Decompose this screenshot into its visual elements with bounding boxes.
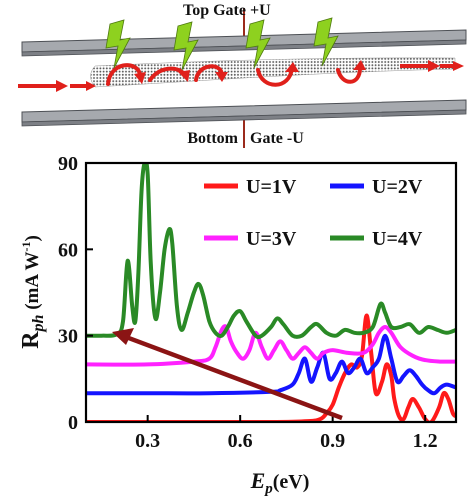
x-tick-label: 0.6 bbox=[228, 430, 253, 452]
electron-path-arrow-icon bbox=[178, 70, 190, 82]
plot-frame bbox=[84, 161, 458, 424]
lightning-bolt-icon bbox=[245, 19, 271, 69]
series-line-u-3v bbox=[86, 324, 456, 367]
electron-in-arrow-icon bbox=[18, 80, 96, 92]
lightning-bolt-icon bbox=[313, 17, 339, 67]
x-axis-label: Ep(eV) bbox=[250, 468, 310, 497]
x-tick-label: 0.9 bbox=[320, 430, 345, 452]
electron-path-arrow-icon bbox=[106, 63, 142, 86]
bottom-gate-label-left: Bottom bbox=[187, 130, 238, 147]
device-schematic: Top Gate +U Bottom Gate -U bbox=[18, 2, 467, 148]
y-tick-label: 0 bbox=[68, 412, 78, 434]
series-line-u-2v bbox=[86, 333, 456, 396]
top-gate-label: Top Gate +U bbox=[183, 2, 271, 19]
legend-label: U=2V bbox=[372, 176, 423, 198]
legend: U=1V U=2V U=3V U=4V bbox=[204, 176, 423, 250]
series-layer bbox=[86, 163, 456, 422]
electron-path-arrow-icon bbox=[285, 62, 299, 72]
y-tick-label: 60 bbox=[58, 239, 78, 261]
bottom-gate-label-right: Gate -U bbox=[250, 130, 304, 147]
y-tick-label: 30 bbox=[58, 326, 78, 348]
electron-path-arrow-icon bbox=[353, 60, 366, 70]
electron-path-arrow-icon bbox=[256, 66, 294, 87]
legend-label: U=4V bbox=[372, 228, 423, 250]
x-tick-label: 1.2 bbox=[413, 430, 438, 452]
lightning-bolt-icon bbox=[105, 19, 131, 69]
bottom-gate-plate-edge bbox=[21, 109, 467, 127]
lightning-bolt-icon bbox=[173, 21, 199, 71]
tick-layer: 0.3 0.6 0.9 1.2 0 30 60 90 bbox=[58, 153, 438, 452]
y-tick-label: 90 bbox=[58, 153, 78, 175]
y-axis-label: Rph (mA W-1) bbox=[18, 235, 47, 349]
photon-bolts bbox=[105, 17, 339, 71]
electron-path-arrow-icon bbox=[134, 72, 146, 84]
electron-path-arrow-icon bbox=[194, 64, 224, 82]
legend-label: U=3V bbox=[246, 228, 297, 250]
electron-path-arrow-icon bbox=[336, 66, 362, 84]
electron-path-arrows bbox=[106, 60, 366, 87]
x-tick-label: 0.3 bbox=[135, 430, 160, 452]
electron-path-arrow-icon bbox=[215, 72, 228, 82]
electron-out-arrow-icon bbox=[400, 60, 464, 72]
series-line-u-1v bbox=[86, 313, 456, 422]
legend-label: U=1V bbox=[246, 176, 297, 198]
trend-arrow-icon bbox=[112, 328, 343, 421]
